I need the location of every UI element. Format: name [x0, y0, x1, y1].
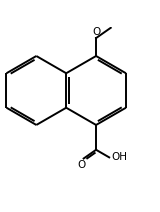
Text: OH: OH	[112, 152, 128, 162]
Text: O: O	[77, 160, 85, 170]
Text: O: O	[92, 27, 100, 37]
